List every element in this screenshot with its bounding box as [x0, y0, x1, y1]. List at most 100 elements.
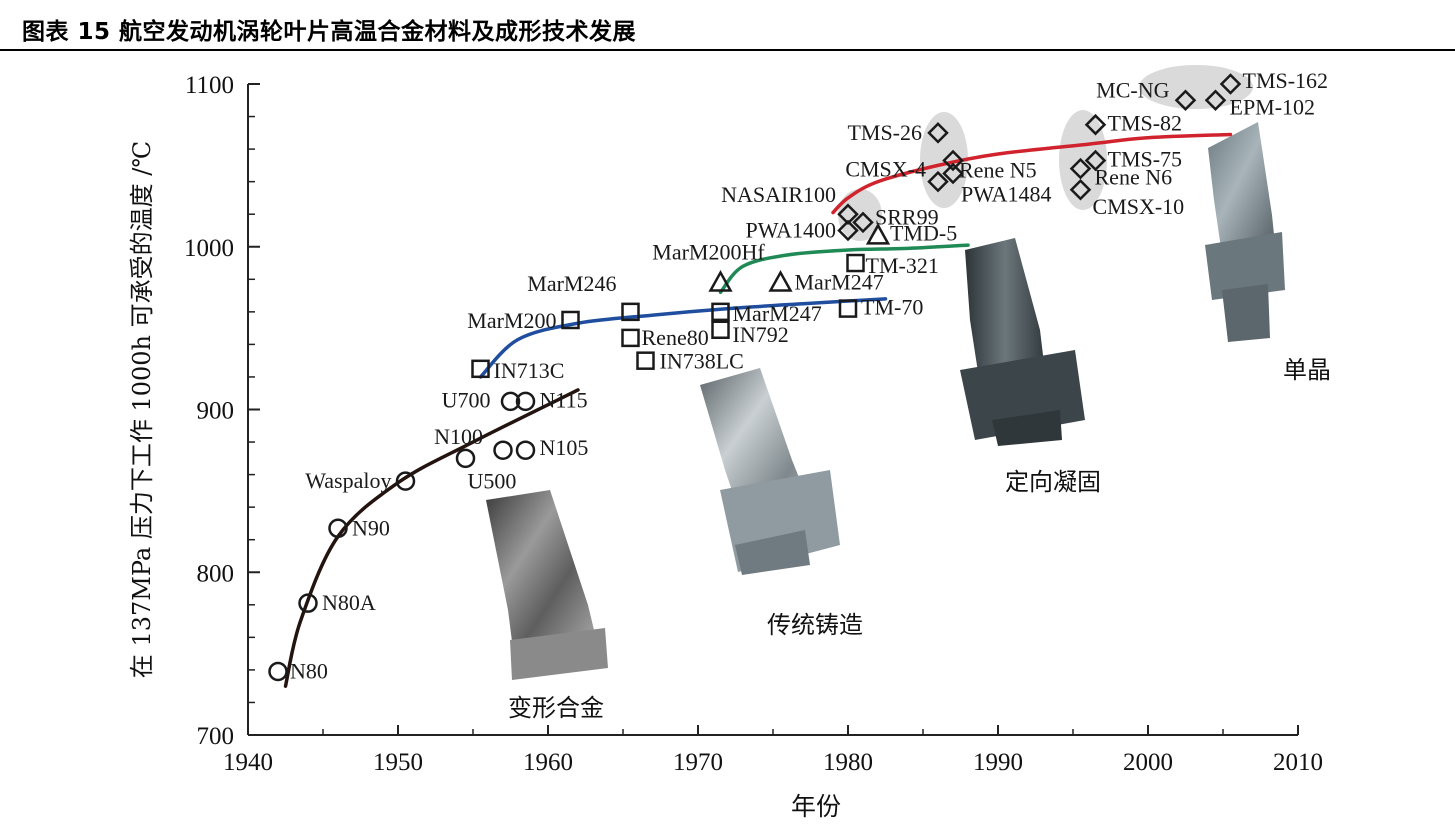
data-point-circle [515, 391, 536, 412]
data-label: MarM247 [733, 301, 822, 326]
data-label: Waspaloy [305, 468, 391, 493]
x-tick-label: 1960 [523, 749, 573, 776]
y-tick-label: 700 [197, 723, 235, 750]
data-label: CMSX-10 [1093, 194, 1185, 219]
data-label: TM-321 [866, 253, 939, 278]
y-tick-label: 1100 [185, 72, 234, 99]
data-point-diamond [1069, 179, 1092, 201]
trend-line [478, 297, 888, 379]
data-point-diamond [1084, 113, 1107, 136]
data-label: N80 [290, 659, 328, 684]
title-rule [0, 49, 1455, 51]
data-point-circle [455, 448, 476, 469]
data-label: MarM246 [527, 271, 616, 296]
x-tick-label: 2000 [1123, 749, 1173, 776]
x-tick-label: 1950 [373, 749, 423, 776]
data-point-circle [328, 518, 348, 539]
data-label: N105 [540, 435, 589, 460]
trend-line [831, 132, 1233, 215]
data-label: TMS-82 [1108, 111, 1183, 136]
data-label: N90 [352, 515, 390, 540]
data-label: TMD-5 [890, 220, 957, 245]
data-point-diamond [837, 219, 859, 242]
data-label: CMSX-4 [845, 157, 926, 182]
blade-image-wrought [486, 490, 608, 680]
data-point-diamond [942, 162, 964, 185]
trend-line [283, 388, 580, 688]
data-point-diamond [942, 149, 964, 172]
data-point-square [621, 328, 640, 348]
figure-title: 图表 15 航空发动机涡轮叶片高温合金材料及成形技术发展 [22, 19, 637, 45]
y-axis-label: 在 137MPa 压力下工作 1000h 可承受的温度 /℃ [128, 141, 156, 678]
data-point-square [561, 310, 580, 330]
data-label: N115 [540, 387, 588, 412]
x-tick-label: 2010 [1273, 749, 1323, 776]
blade-image-sx [1205, 122, 1285, 342]
y-tick-label: 900 [197, 398, 235, 425]
data-point-diamond [1084, 149, 1107, 172]
data-label: U700 [442, 387, 491, 412]
data-label: Rene N5 [959, 157, 1037, 182]
blade-image-cast [700, 368, 840, 575]
data-point-diamond [927, 170, 949, 193]
data-point-circle [268, 661, 288, 682]
x-tick-label: 1970 [673, 749, 723, 776]
data-point-triangle [708, 269, 733, 292]
trend-line [718, 243, 970, 295]
data-label: IN792 [733, 322, 789, 347]
era-label: 传统铸造 [767, 611, 863, 639]
data-label: TM-70 [861, 295, 923, 320]
y-tick-label: 1000 [184, 235, 234, 262]
data-point-square [838, 299, 858, 318]
data-label: NASAIR100 [721, 182, 836, 207]
y-tick-label: 800 [197, 560, 235, 587]
data-label: PWA1400 [746, 217, 836, 242]
data-label: SRR99 [875, 204, 939, 229]
data-point-circle [500, 391, 521, 412]
era-label: 单晶 [1283, 356, 1331, 384]
data-label: IN713C [494, 358, 565, 383]
data-point-square [621, 302, 640, 322]
data-point-square [471, 359, 490, 379]
blade-image-ds [960, 238, 1085, 446]
data-point-triangle [865, 222, 891, 245]
data-point-circle [515, 440, 536, 460]
data-label: Rene80 [642, 325, 709, 350]
data-point-diamond [1219, 73, 1242, 95]
data-point-square [846, 253, 865, 273]
data-label: MarM200 [467, 308, 556, 333]
data-label: MarM247 [795, 270, 884, 295]
data-label: TMS-26 [847, 120, 922, 145]
data-point-square [711, 320, 730, 340]
x-tick-label: 1940 [223, 749, 273, 776]
data-point-circle [298, 593, 318, 613]
era-label: 变形合金 [508, 694, 604, 722]
data-point-circle [493, 440, 513, 460]
plot-area: 1940 1950 1960 1970 1980 1990 2000 2010 700 800 90… [128, 68, 1331, 821]
data-label: TMS-162 [1243, 68, 1329, 93]
data-label: PWA1484 [961, 182, 1051, 207]
data-label: N100 [434, 424, 483, 449]
data-point-diamond [1069, 157, 1092, 180]
data-label: EPM-102 [1230, 94, 1316, 119]
data-label: TMS-75 [1108, 146, 1183, 171]
data-point-diamond [852, 211, 874, 234]
data-point-diamond [837, 203, 859, 225]
data-point-diamond [927, 122, 949, 144]
era-label: 定向凝固 [1005, 468, 1101, 496]
data-label: MarM200Hf [652, 240, 765, 265]
x-axis-label: 年份 [791, 792, 841, 821]
data-point-square [636, 351, 655, 370]
data-label: Rene N6 [1095, 165, 1173, 190]
x-tick-label: 1980 [823, 749, 873, 776]
data-point-square [711, 302, 730, 322]
data-point-circle [395, 471, 416, 491]
data-label: IN738LC [660, 349, 744, 374]
data-point-diamond [1174, 89, 1197, 112]
data-point-diamond [1204, 89, 1227, 112]
data-point-triangle [768, 269, 793, 292]
x-tick-label: 1990 [973, 749, 1023, 776]
data-label: U500 [468, 468, 517, 493]
data-label: N80A [322, 590, 376, 615]
